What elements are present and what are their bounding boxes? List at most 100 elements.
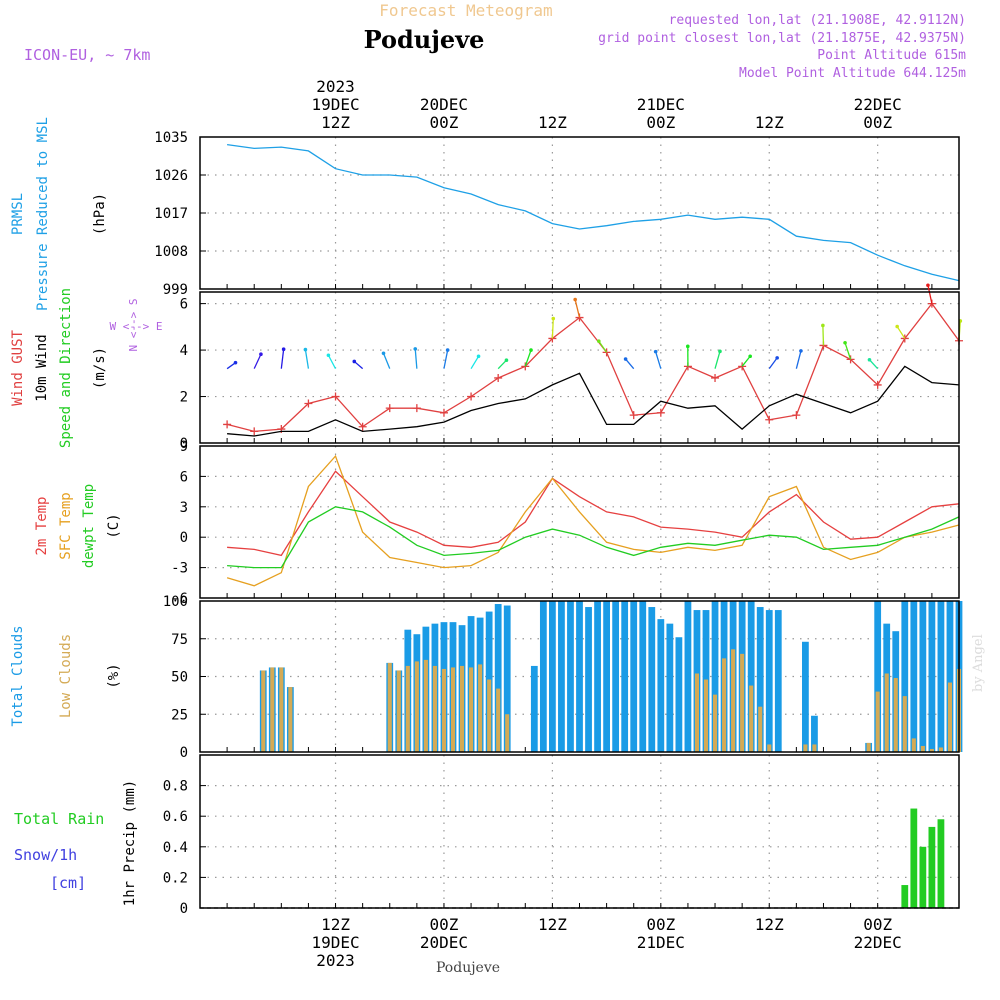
wind-direction-arrow bbox=[497, 359, 507, 370]
wind-direction-arrow bbox=[353, 360, 364, 370]
bar-total-clouds bbox=[802, 641, 809, 752]
bar-total-clouds bbox=[558, 601, 565, 752]
bar-total-clouds bbox=[494, 604, 502, 752]
gust-marker bbox=[629, 411, 638, 420]
bar-total-clouds bbox=[684, 601, 692, 752]
y-tick-label: 9 bbox=[180, 439, 188, 455]
bar-low-clouds bbox=[460, 665, 465, 752]
bar-low-clouds bbox=[758, 706, 763, 752]
y-tick-label: 2 bbox=[180, 390, 188, 406]
wind-direction-arrow bbox=[443, 349, 449, 369]
gust-marker bbox=[873, 380, 882, 389]
y-tick-label: 4 bbox=[180, 343, 188, 359]
wind-direction-arrow bbox=[598, 340, 608, 353]
gust-marker bbox=[412, 404, 421, 413]
precip-frame bbox=[199, 754, 960, 909]
bar-total-clouds bbox=[594, 601, 601, 752]
bar-low-clouds bbox=[478, 664, 483, 752]
y-tick-label: 50 bbox=[171, 670, 188, 686]
wind-direction-arrow bbox=[896, 326, 906, 339]
bar-low-clouds bbox=[884, 673, 889, 752]
top-axis-hour: 12Z bbox=[321, 113, 350, 132]
temperature-frame bbox=[199, 445, 960, 599]
gust-marker bbox=[358, 422, 367, 431]
wind-arrow-head bbox=[476, 354, 481, 359]
wind-unit: (m/s) bbox=[92, 347, 108, 389]
wind-direction-arrow bbox=[795, 350, 802, 369]
bottom-axis-year: 2023 bbox=[316, 951, 355, 970]
precip-label-3: [cm] bbox=[50, 874, 86, 892]
bar-total-clouds bbox=[774, 610, 782, 752]
y-tick-label: 0 bbox=[180, 436, 188, 452]
temp-panel-labels: 2m Temp SFC Temp dewpt Temp (C) bbox=[34, 484, 122, 568]
top-axis-date: 22DEC bbox=[854, 95, 902, 114]
bar-low-clouds bbox=[441, 668, 446, 752]
grid-point-coords: grid point closest lon,lat (21.1875E, 42… bbox=[598, 31, 966, 46]
top-axis-hour: 00Z bbox=[863, 113, 892, 132]
bar-low-clouds bbox=[396, 670, 401, 752]
bar-low-clouds bbox=[911, 738, 916, 752]
bar-total-clouds bbox=[621, 601, 629, 752]
gust-marker bbox=[304, 399, 313, 408]
bar-total-clouds bbox=[928, 601, 936, 752]
bar-total-rain bbox=[937, 819, 945, 908]
wind-arrow-head bbox=[775, 356, 779, 360]
wind-panel-labels: Wind GUST 10m Wind Speed and Direction (… bbox=[10, 288, 162, 448]
bar-low-clouds bbox=[803, 744, 808, 752]
bar-total-clouds bbox=[549, 601, 556, 752]
clouds-label-2: Low Clouds bbox=[58, 634, 74, 718]
series-line-dewpt-temp bbox=[227, 506, 960, 569]
location-title: Podujeve bbox=[364, 25, 485, 54]
model-label: ICON-EU, ~ 7km bbox=[24, 46, 150, 64]
top-axis-date: 19DEC bbox=[311, 95, 359, 114]
clouds-label-1: Total Clouds bbox=[10, 625, 26, 726]
pressure-panel: 999 1008 1017 1026 1035 bbox=[154, 130, 960, 298]
bar-low-clouds bbox=[487, 679, 492, 752]
wind-label-2: 10m Wind bbox=[34, 334, 50, 401]
wind-direction-arrow bbox=[822, 325, 825, 346]
wind-direction-arrow bbox=[470, 355, 480, 369]
y-tick-label: 100 bbox=[163, 594, 188, 610]
top-axis-date: 21DEC bbox=[637, 95, 685, 114]
wind-arrow-head bbox=[623, 357, 628, 361]
bar-total-clouds bbox=[567, 601, 574, 752]
bar-low-clouds bbox=[261, 670, 266, 752]
series-line-prmsl bbox=[227, 143, 960, 282]
clouds-panel-labels: Total Clouds Low Clouds (%) bbox=[10, 625, 122, 726]
temp-unit: (C) bbox=[106, 513, 122, 538]
bar-total-clouds bbox=[937, 601, 945, 752]
bar-low-clouds bbox=[947, 682, 952, 752]
wind-direction-arrow bbox=[253, 353, 262, 369]
precip-unit: 1hr Precip (mm) bbox=[122, 780, 138, 906]
wind-arrow-head bbox=[352, 359, 357, 364]
gust-marker bbox=[765, 415, 774, 424]
wind-arrow-head bbox=[597, 339, 601, 343]
y-tick-label: 0.4 bbox=[163, 840, 188, 856]
y-tick-label: 0.8 bbox=[163, 779, 188, 795]
wind-direction-arrow bbox=[625, 358, 635, 370]
bar-total-clouds bbox=[874, 601, 882, 752]
credit-watermark: by Angel bbox=[971, 634, 986, 692]
bar-low-clouds bbox=[929, 748, 934, 752]
wind-direction-arrow bbox=[714, 351, 721, 369]
precip-label-2: Snow/1h bbox=[14, 846, 77, 864]
model-altitude: Model Point Altitude 644.125m bbox=[739, 66, 966, 81]
bar-low-clouds bbox=[767, 744, 772, 752]
y-tick-label: 1017 bbox=[154, 206, 188, 222]
wind-label-1: Wind GUST bbox=[10, 330, 26, 406]
wind-arrow-head bbox=[445, 348, 450, 352]
bar-low-clouds bbox=[812, 744, 817, 752]
wind-label-3: Speed and Direction bbox=[58, 288, 74, 448]
top-axis-hour: 12Z bbox=[538, 113, 567, 132]
wind-arrow-head bbox=[504, 358, 509, 363]
wind-arrow-head bbox=[281, 347, 286, 352]
product-title: Forecast Meteogram bbox=[379, 1, 552, 20]
top-axis-hour: 12Z bbox=[755, 113, 784, 132]
bar-low-clouds bbox=[270, 667, 275, 752]
chart-panels: 99910081017102610350246-6-30369025507510… bbox=[154, 130, 963, 917]
precip-panel-labels: Total Rain Snow/1h [cm] 1hr Precip (mm) bbox=[14, 780, 138, 906]
wind-arrow-head bbox=[748, 354, 752, 359]
precip-label-1: Total Rain bbox=[14, 810, 104, 828]
wind-direction-arrow bbox=[868, 359, 879, 370]
